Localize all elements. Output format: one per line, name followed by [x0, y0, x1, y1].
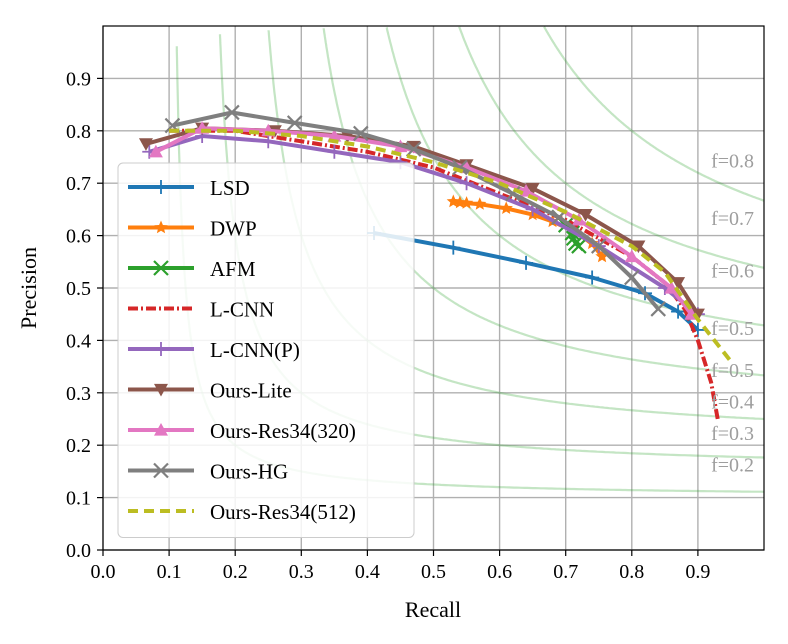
- y-tick-label: 0.2: [66, 435, 91, 457]
- y-tick-label: 0.6: [66, 226, 91, 248]
- y-tick-label: 0.0: [66, 540, 91, 562]
- x-tick-label: 0.4: [355, 561, 380, 583]
- star-marker: [499, 201, 513, 214]
- iso-f-label: f=0.3: [711, 423, 754, 445]
- triangle-down-marker: [138, 138, 153, 151]
- x-marker: [224, 104, 240, 121]
- triangle-down-marker: [690, 308, 705, 322]
- triangle-up-marker: [327, 129, 342, 142]
- iso-f-label: f=0.8: [711, 150, 754, 172]
- iso-f-label: f=0.6: [711, 261, 754, 283]
- legend-label: Ours-HG: [210, 460, 288, 484]
- star-marker: [154, 220, 168, 234]
- series-line: [148, 134, 700, 316]
- iso-f-label: f=0.5: [711, 360, 754, 382]
- x-tick-label: 0.8: [619, 561, 644, 583]
- plus-marker: [446, 240, 461, 255]
- x-tick-label: 0.5: [421, 561, 446, 583]
- plus-marker: [459, 176, 474, 191]
- x-marker: [505, 185, 521, 202]
- x-axis-label: Recall: [405, 597, 461, 622]
- plus-marker: [519, 255, 534, 270]
- star-marker: [459, 196, 474, 209]
- series-ours-res34-512-: [169, 128, 733, 363]
- legend-label: AFM: [210, 257, 256, 281]
- x-tick-label: 0.6: [487, 561, 512, 583]
- x-tick-label: 0.2: [223, 561, 248, 583]
- series-line: [373, 231, 700, 332]
- x-marker: [624, 269, 640, 286]
- legend-label: L-CNN: [210, 298, 274, 322]
- legend-label: DWP: [210, 217, 257, 241]
- plus-marker: [585, 270, 600, 285]
- legend-label: Ours-Res34(512): [210, 500, 356, 524]
- star-marker: [446, 194, 460, 208]
- series-ours-hg: [164, 104, 667, 317]
- triangle-up-marker: [624, 249, 639, 263]
- x-marker: [286, 115, 303, 131]
- y-tick-label: 0.8: [66, 121, 91, 143]
- plus-marker: [671, 304, 686, 319]
- plus-marker: [154, 180, 168, 194]
- iso-f-label: f=0.2: [711, 454, 754, 476]
- x-marker: [650, 301, 667, 317]
- x-marker: [405, 141, 422, 157]
- triangle-down-marker: [154, 383, 168, 397]
- y-tick-label: 0.5: [66, 278, 91, 300]
- axis-ticks: 0.0 0.1 0.2 0.3 0.4 0.5 0.6 0.7 0.8 0.9 0.0 0.1 0.2 0…: [66, 68, 710, 583]
- triangle-up-marker: [148, 144, 163, 158]
- y-axis-label: Precision: [16, 247, 41, 329]
- y-tick-label: 0.4: [66, 330, 91, 352]
- legend-label: Ours-Res34(320): [210, 419, 356, 443]
- star-marker: [595, 249, 609, 263]
- y-tick-label: 0.7: [66, 173, 91, 195]
- legend-box: [117, 162, 415, 538]
- x-tick-label: 0.1: [157, 561, 182, 583]
- legend-label: Ours-Lite: [210, 379, 292, 403]
- x-marker: [571, 238, 587, 254]
- plus-marker: [261, 134, 276, 149]
- y-tick-label: 0.1: [66, 488, 91, 510]
- plus-marker: [327, 144, 342, 159]
- star-marker: [453, 195, 467, 209]
- series-line: [169, 128, 733, 363]
- y-tick-label: 0.3: [66, 383, 91, 405]
- x-tick-label: 0.9: [685, 561, 710, 583]
- x-marker: [153, 260, 169, 276]
- x-marker: [153, 462, 169, 479]
- star-marker: [473, 197, 487, 210]
- legend-label: LSD: [210, 176, 250, 200]
- x-marker: [353, 125, 369, 142]
- series-ours-res34-320-: [148, 121, 699, 320]
- y-tick-label: 0.9: [66, 68, 91, 90]
- x-tick-label: 0.3: [289, 561, 314, 583]
- series-lines: [138, 104, 733, 420]
- iso-f-label: f=0.5: [711, 318, 754, 340]
- iso-f-label: f=0.7: [711, 208, 754, 230]
- iso-f-curve: [543, 26, 764, 202]
- iso-f-labels: f=0.2 f=0.3 f=0.4 f=0.5 f=0.6 f=0.7 f=0.8 f=0.5: [711, 150, 754, 476]
- legend: LSD DWP AFM L-CNN L-CNN(P) Ours-Lite Ours-Res3…: [117, 162, 415, 538]
- iso-f-curve: [458, 26, 764, 269]
- plus-marker: [154, 342, 168, 356]
- x-tick-label: 0.0: [91, 561, 116, 583]
- legend-label: L-CNN(P): [210, 338, 300, 362]
- triangle-down-marker: [631, 240, 646, 254]
- triangle-down-marker: [671, 277, 686, 290]
- triangle-down-marker: [525, 182, 540, 196]
- triangle-up-marker: [664, 281, 679, 294]
- triangle-up-marker: [154, 423, 168, 436]
- x-marker: [452, 159, 468, 176]
- x-tick-label: 0.7: [553, 561, 578, 583]
- iso-f-label: f=0.4: [711, 392, 754, 414]
- x-marker: [590, 238, 607, 254]
- triangle-down-marker: [578, 209, 593, 222]
